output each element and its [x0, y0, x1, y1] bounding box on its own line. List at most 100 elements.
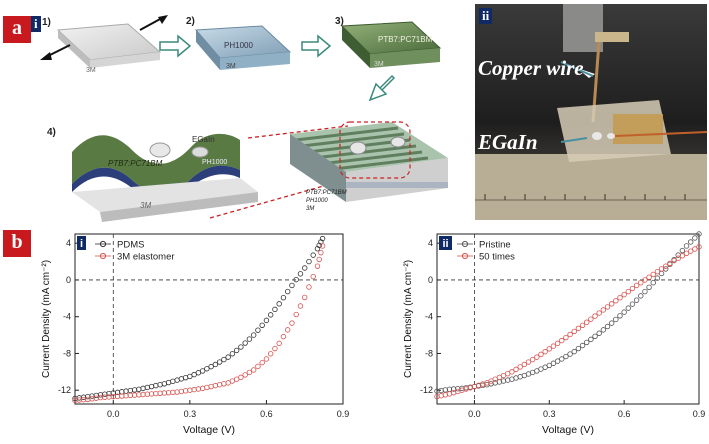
data-point-pdms	[225, 354, 231, 360]
data-point-interp	[267, 351, 274, 357]
data-point-interp	[687, 248, 694, 254]
data-point-pristine	[633, 297, 640, 303]
x-axis-label: Voltage (V)	[183, 424, 235, 436]
data-point-3m-elastomer	[250, 367, 257, 373]
data-point-interp	[182, 388, 189, 394]
data-point-pdms	[302, 265, 308, 271]
step-3-3m-label: 3M	[374, 61, 384, 68]
data-point-interp	[575, 325, 582, 332]
data-point-interp	[679, 253, 686, 259]
data-point-pristine	[559, 356, 565, 362]
data-point-pdms	[319, 235, 326, 242]
data-point-3m-elastomer	[263, 356, 270, 362]
data-point-50-times	[534, 354, 540, 360]
data-point-interp	[280, 295, 287, 301]
data-point-interp	[255, 363, 261, 370]
chart-sub-label: ii	[442, 238, 448, 250]
data-point-interp	[246, 369, 253, 376]
data-point-interp	[195, 386, 202, 392]
data-point-pdms	[250, 332, 257, 338]
data-point-interp	[191, 386, 197, 393]
data-point-50-times	[671, 257, 677, 264]
data-point-pdms	[289, 282, 295, 289]
step-4-active-label: PTB7:PC71BM	[108, 159, 163, 168]
detail-ph1000-label: PH1000	[306, 198, 328, 204]
data-point-3m-elastomer	[212, 382, 219, 389]
data-point-interp	[517, 364, 523, 370]
x-tick-label: 0.3	[184, 409, 197, 419]
data-point-interp	[259, 359, 265, 366]
y-tick-label: 0	[66, 275, 71, 285]
data-point-interp	[272, 306, 278, 313]
data-point-50-times	[633, 282, 640, 289]
data-point-interp	[204, 366, 210, 372]
data-point-interp	[316, 256, 322, 263]
detail-connector-top	[247, 125, 349, 139]
data-point-interp	[617, 313, 623, 319]
data-point-interp	[140, 385, 146, 392]
data-point-interp	[654, 268, 661, 275]
step-3-label: 3)	[335, 16, 344, 27]
data-point-interp	[642, 277, 648, 283]
x-tick-label: 0.9	[693, 409, 706, 419]
data-point-interp	[229, 351, 236, 357]
data-point-50-times	[559, 337, 565, 344]
step-4-label: 4)	[47, 127, 56, 138]
x-tick-label: 0.6	[618, 409, 631, 419]
data-point-interp	[233, 347, 240, 354]
data-point-pdms	[276, 301, 282, 307]
data-point-interp	[579, 322, 586, 328]
step-4-ph1000-label: PH1000	[202, 159, 227, 166]
y-tick-label: -4	[63, 312, 71, 322]
data-point-interp	[284, 327, 291, 333]
data-point-interp	[687, 239, 694, 245]
step-1-label: 1)	[42, 17, 51, 28]
data-point-interp	[629, 285, 636, 292]
data-point-interp	[567, 331, 573, 338]
data-point-3m-elastomer	[314, 263, 321, 269]
data-point-interp	[297, 303, 304, 309]
data-point-interp	[259, 322, 265, 328]
wavy-device-closeup	[72, 133, 258, 222]
step-2-3m-label: 3M	[226, 63, 236, 70]
data-point-interp	[306, 284, 312, 290]
data-point-pdms	[263, 317, 270, 324]
process-arrow-1	[159, 34, 192, 58]
data-point-interp	[663, 263, 669, 269]
chart-i: 0.0 0.3 0.6 0.9 4 0 -4 -8 -12 Voltage (V) Current …	[41, 233, 349, 436]
y-tick-label: -12	[420, 385, 433, 395]
detail-3m-label: 3M	[306, 206, 314, 212]
data-point-pristine	[696, 231, 702, 237]
panel-a-i-label: i	[31, 16, 41, 32]
data-point-interp	[221, 356, 227, 363]
data-point-pristine	[683, 243, 690, 249]
data-point-interp	[529, 356, 536, 363]
data-point-interp	[204, 384, 210, 391]
panel-a-ii-label: ii	[479, 8, 493, 24]
step-1-3m-label: 3M	[86, 67, 96, 74]
y-tick-label: -12	[58, 385, 71, 395]
data-point-interp	[600, 327, 607, 333]
data-point-pristine	[584, 339, 590, 346]
data-point-pristine	[596, 330, 602, 336]
data-point-50-times	[621, 291, 627, 298]
data-point-pdms	[148, 383, 155, 390]
process-arrow-2	[301, 34, 332, 58]
step-2-ph1000-layer	[194, 25, 292, 70]
data-point-interp	[550, 360, 557, 366]
x-tick-label: 0.3	[543, 409, 556, 419]
y-tick-label: -4	[425, 312, 433, 322]
data-point-50-times	[646, 274, 652, 280]
data-point-interp	[221, 381, 227, 387]
data-point-interp	[293, 276, 299, 283]
step-4-egain-label: EGaIn	[192, 135, 215, 144]
data-point-interp	[629, 301, 636, 307]
data-point-interp	[293, 311, 299, 318]
data-point-interp	[306, 258, 312, 265]
y-tick-label: 0	[428, 275, 433, 285]
data-point-50-times	[683, 250, 690, 256]
data-point-interp	[679, 247, 686, 254]
process-arrow-3	[368, 74, 396, 102]
data-point-interp	[588, 336, 594, 343]
legend-marker	[461, 240, 469, 248]
